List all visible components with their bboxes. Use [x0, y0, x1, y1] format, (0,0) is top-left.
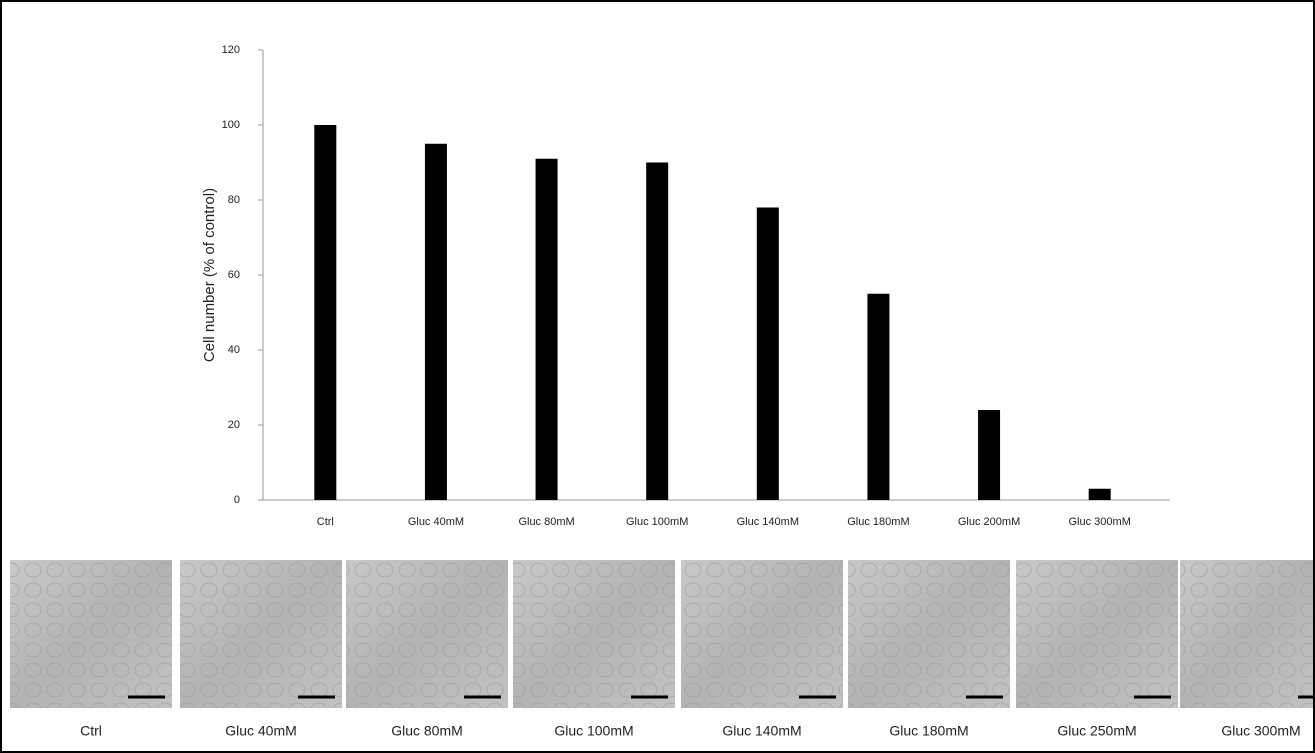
x-tick-label: Gluc 300mM	[1069, 516, 1131, 528]
y-tick-label: 20	[228, 419, 240, 431]
y-tick-label: 0	[234, 494, 240, 506]
panel-label: Gluc 180mM	[889, 723, 968, 739]
x-tick-label: Ctrl	[317, 516, 334, 528]
x-tick-label: Gluc 40mM	[408, 516, 464, 528]
micrograph-texture	[513, 560, 675, 708]
figure: Cell number (% of control) 0 20 40 60 80 100 1…	[0, 0, 1315, 753]
y-tick-label: 40	[228, 344, 240, 356]
micrograph-texture	[1180, 560, 1313, 708]
bar	[646, 163, 668, 501]
bar	[867, 294, 889, 500]
panel-label: Ctrl	[80, 723, 102, 739]
x-tick-label: Gluc 80mM	[518, 516, 574, 528]
bar	[425, 144, 447, 500]
micrograph-texture	[10, 560, 172, 708]
micrograph-texture	[848, 560, 1010, 708]
micrograph-texture	[180, 560, 342, 708]
y-tick-label: 80	[228, 194, 240, 206]
y-tick-label: 120	[222, 44, 240, 56]
bar	[314, 125, 336, 500]
panel-label: Gluc 80mM	[391, 723, 463, 739]
bar	[536, 159, 558, 500]
bar	[978, 410, 1000, 500]
panel-label: Gluc 100mM	[554, 723, 633, 739]
y-tick-label: 60	[228, 269, 240, 281]
x-tick-label: Gluc 140mM	[737, 516, 799, 528]
micrograph-texture	[681, 560, 843, 708]
x-tick-label: Gluc 100mM	[626, 516, 688, 528]
panel-label: Gluc 140mM	[722, 723, 801, 739]
y-tick-label: 100	[222, 119, 240, 131]
panel-label: Gluc 40mM	[225, 723, 297, 739]
bar	[1089, 489, 1111, 500]
micrograph-texture	[346, 560, 508, 708]
panel-label: Gluc 300mM	[1221, 723, 1300, 739]
bar	[757, 208, 779, 501]
x-tick-label: Gluc 180mM	[847, 516, 909, 528]
x-tick-label: Gluc 200mM	[958, 516, 1020, 528]
y-axis-label: Cell number (% of control)	[201, 188, 218, 362]
panel-label: Gluc 250mM	[1057, 723, 1136, 739]
micrograph-texture	[1016, 560, 1178, 708]
